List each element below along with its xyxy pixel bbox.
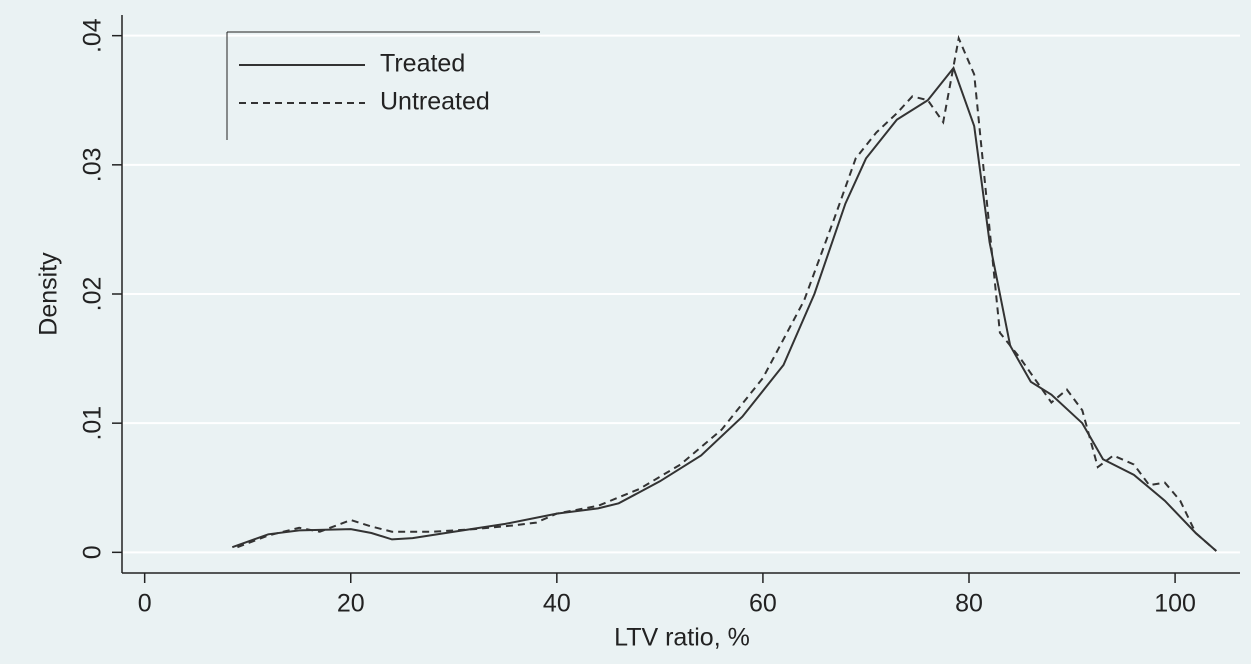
- x-tick-label: 100: [1154, 590, 1196, 618]
- x-tick-label: 40: [543, 590, 571, 618]
- y-tick-label: .04: [79, 18, 107, 53]
- y-tick-label: .03: [79, 147, 107, 182]
- series-line: [237, 34, 1217, 552]
- legend-label: Treated: [380, 50, 465, 78]
- y-axis-label: Density: [35, 252, 63, 336]
- x-tick-label: 80: [955, 590, 983, 618]
- x-tick-label: 20: [337, 590, 365, 618]
- x-tick-label: 0: [138, 590, 152, 618]
- legend-label: Untreated: [380, 88, 490, 116]
- y-tick-label: .02: [79, 277, 107, 312]
- y-tick-label: .01: [79, 406, 107, 441]
- x-axis-label: LTV ratio, %: [614, 624, 750, 652]
- y-tick-label: 0: [79, 545, 107, 559]
- x-tick-label: 60: [749, 590, 777, 618]
- series-line: [231, 65, 1217, 552]
